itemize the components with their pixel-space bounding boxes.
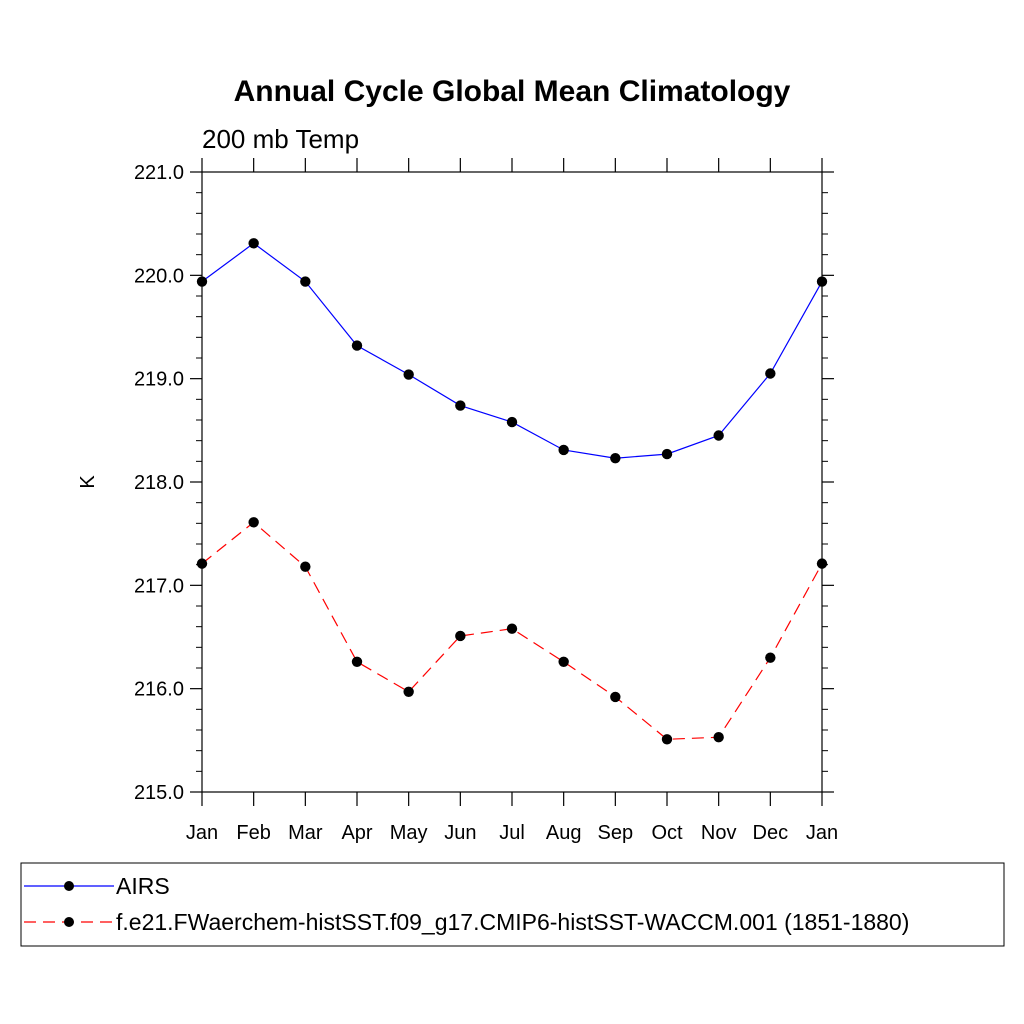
legend-box (20, 862, 1005, 947)
legend-label-airs: AIRS (116, 873, 170, 899)
data-point-series-0 (248, 238, 259, 249)
x-tick-label: Sep (598, 822, 634, 844)
legend: AIRS f.e21.FWaerchem-histSST.f09_g17.CMI… (20, 862, 1005, 947)
x-tick-label: Feb (236, 822, 270, 844)
data-point-series-0 (300, 276, 311, 287)
data-point-series-0 (713, 430, 724, 441)
plot-frame (201, 171, 823, 793)
chart-title: Annual Cycle Global Mean Climatology (234, 75, 791, 108)
x-tick-label: Jan (806, 822, 838, 844)
data-point-series-1 (300, 561, 311, 572)
y-tick-labels: 215.0 216.0 217.0 218.0 219.0 220.0 221.0 (134, 162, 184, 804)
x-tick-label: Jul (499, 822, 525, 844)
x-tick-label: Nov (701, 822, 737, 844)
x-tick-label: Mar (288, 822, 323, 844)
x-tick-label: Apr (341, 822, 372, 844)
y-tick-label: 218.0 (134, 472, 184, 494)
y-tick-label: 217.0 (134, 575, 184, 597)
x-tick-label: May (390, 822, 428, 844)
chart-subtitle: 200 mb Temp (202, 124, 359, 154)
y-tick-label: 216.0 (134, 679, 184, 701)
data-point-series-0 (506, 416, 518, 428)
series-markers (196, 238, 828, 745)
data-point-series-0 (610, 453, 621, 464)
data-point-series-1 (713, 732, 724, 743)
data-point-series-0 (765, 368, 776, 379)
data-point-series-1 (351, 656, 363, 667)
y-axis-label: K (77, 475, 99, 489)
x-tick-label: Aug (546, 822, 582, 844)
data-point-series-1 (765, 652, 776, 663)
data-point-series-1 (558, 656, 569, 667)
legend-marker-model (64, 917, 74, 927)
y-tick-label: 220.0 (134, 265, 184, 287)
y-tick-label: 215.0 (134, 782, 184, 804)
data-point-series-1 (506, 623, 518, 634)
x-tick-label: Dec (753, 822, 789, 844)
legend-marker-airs (64, 881, 74, 891)
data-point-series-0 (558, 444, 569, 456)
data-point-series-0 (455, 400, 466, 411)
x-tick-label: Jun (444, 822, 476, 844)
data-point-series-1 (403, 686, 414, 697)
data-point-series-1 (661, 734, 673, 745)
series-lines (201, 242, 823, 740)
y-tick-label: 221.0 (134, 162, 184, 184)
data-point-series-1 (248, 517, 259, 528)
x-tick-label: Jan (186, 822, 218, 844)
data-point-series-0 (403, 369, 414, 380)
data-point-series-0 (661, 448, 673, 460)
minor-ticks (196, 192, 828, 772)
y-tick-label: 219.0 (134, 369, 184, 391)
x-tick-labels: Jan Feb Mar Apr May Jun Jul Aug Sep Oct Nov Dec Jan (186, 822, 838, 844)
data-point-series-1 (455, 630, 466, 642)
data-point-series-0 (351, 340, 363, 351)
major-ticks (190, 158, 834, 806)
data-point-series-1 (610, 691, 621, 703)
legend-label-model: f.e21.FWaerchem-histSST.f09_g17.CMIP6-hi… (116, 909, 909, 935)
x-tick-label: Oct (651, 822, 683, 844)
